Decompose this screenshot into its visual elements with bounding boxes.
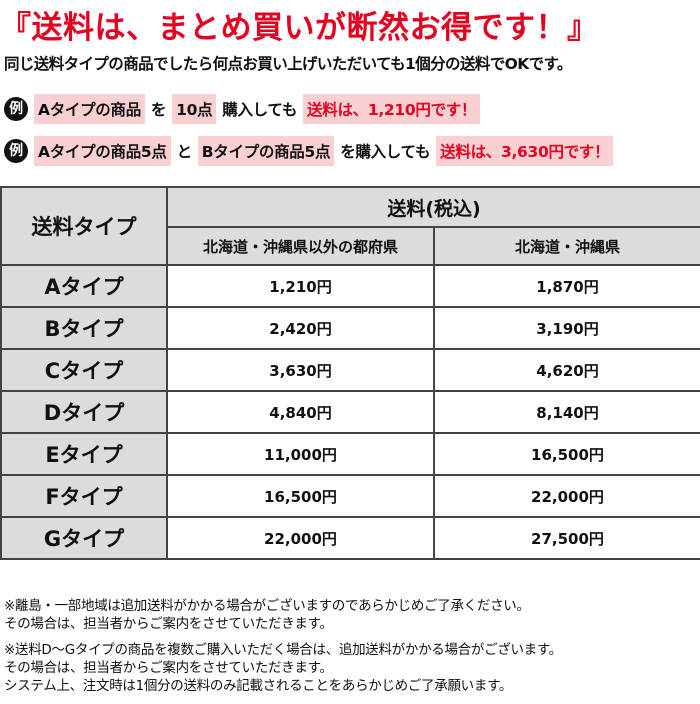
note-line: その場合は、担当者からご案内をさせていただきます。: [4, 616, 333, 632]
cell: 16,500円: [433, 432, 700, 476]
column-header: 北海道・沖縄県以外の都府県: [166, 226, 435, 266]
table-row: Dタイプ 4,840円 8,140円: [0, 390, 700, 434]
text: を購入しても: [340, 143, 431, 161]
note: ※送料D～Gタイプの商品を複数ご購入いただく場合は、追加送料がかかる場合がござい…: [4, 641, 562, 695]
table-row: Bタイプ 2,420円 3,190円: [0, 306, 700, 350]
example: 例 Aタイプの商品5点 と Bタイプの商品5点 を購入しても 送料は、3,630…: [4, 136, 614, 166]
row-header: Eタイプ: [0, 432, 168, 476]
highlight: Aタイプの商品: [34, 94, 145, 124]
row-header: Cタイプ: [0, 348, 168, 392]
table-row: Eタイプ 11,000円 16,500円: [0, 432, 700, 476]
corner-header: 送料タイプ: [0, 186, 168, 266]
row-header: Dタイプ: [0, 390, 168, 434]
group-header: 送料(税込): [166, 186, 700, 228]
table-row: Gタイプ 22,000円 27,500円: [0, 516, 700, 560]
text: 購入しても: [222, 101, 298, 119]
example: 例 Aタイプの商品 を 10点 購入しても 送料は、1,210円です！: [4, 94, 481, 124]
note-line: ※送料D～Gタイプの商品を複数ご購入いただく場合は、追加送料がかかる場合がござい…: [4, 642, 562, 658]
cell: 27,500円: [433, 516, 700, 560]
row-header: Aタイプ: [0, 264, 168, 308]
highlight: Bタイプの商品5点: [197, 136, 335, 166]
note-line: ※離島・一部地域は追加送料がかかる場合がございますのであらかじめご了承ください。: [4, 598, 530, 614]
highlight: Aタイプの商品5点: [34, 136, 171, 166]
cell: 1,870円: [433, 264, 700, 308]
highlight: 送料は、1,210円です！: [303, 94, 481, 124]
cell: 4,620円: [433, 348, 700, 392]
cell: 22,000円: [433, 474, 700, 518]
badge: 例: [4, 97, 28, 121]
text: と: [176, 143, 193, 161]
cell: 2,420円: [166, 306, 435, 350]
subtitle: 同じ送料タイプの商品でしたら何点お買い上げいただいても1個分の送料でOKです。: [4, 55, 572, 73]
title: 『送料は、まとめ買いが断然お得です！』: [0, 10, 599, 46]
cell: 11,000円: [166, 432, 435, 476]
cell: 4,840円: [166, 390, 435, 434]
table-row: Fタイプ 16,500円 22,000円: [0, 474, 700, 518]
cell: 3,630円: [166, 348, 435, 392]
badge: 例: [4, 139, 28, 163]
cell: 1,210円: [166, 264, 435, 308]
note: ※離島・一部地域は追加送料がかかる場合がございますのであらかじめご了承ください。…: [4, 597, 530, 633]
row-header: Fタイプ: [0, 474, 168, 518]
table-row: Aタイプ 1,210円 1,870円: [0, 264, 700, 308]
text: を: [150, 101, 167, 119]
row-header: Gタイプ: [0, 516, 168, 560]
highlight: 送料は、3,630円です！: [436, 136, 614, 166]
column-header: 北海道・沖縄県: [433, 226, 700, 266]
row-header: Bタイプ: [0, 306, 168, 350]
cell: 3,190円: [433, 306, 700, 350]
cell: 16,500円: [166, 474, 435, 518]
cell: 8,140円: [433, 390, 700, 434]
note-line: その場合は、担当者からご案内をさせていただきます。: [4, 660, 333, 676]
shipping-table: 送料タイプ 送料(税込) 北海道・沖縄県以外の都府県 北海道・沖縄県 Aタイプ 1…: [0, 186, 700, 560]
highlight: 10点: [172, 94, 217, 124]
note-line: システム上、注文時は1個分の送料のみ記載されることをあらかじめご了承願います。: [4, 678, 513, 694]
table-row: Cタイプ 3,630円 4,620円: [0, 348, 700, 392]
cell: 22,000円: [166, 516, 435, 560]
